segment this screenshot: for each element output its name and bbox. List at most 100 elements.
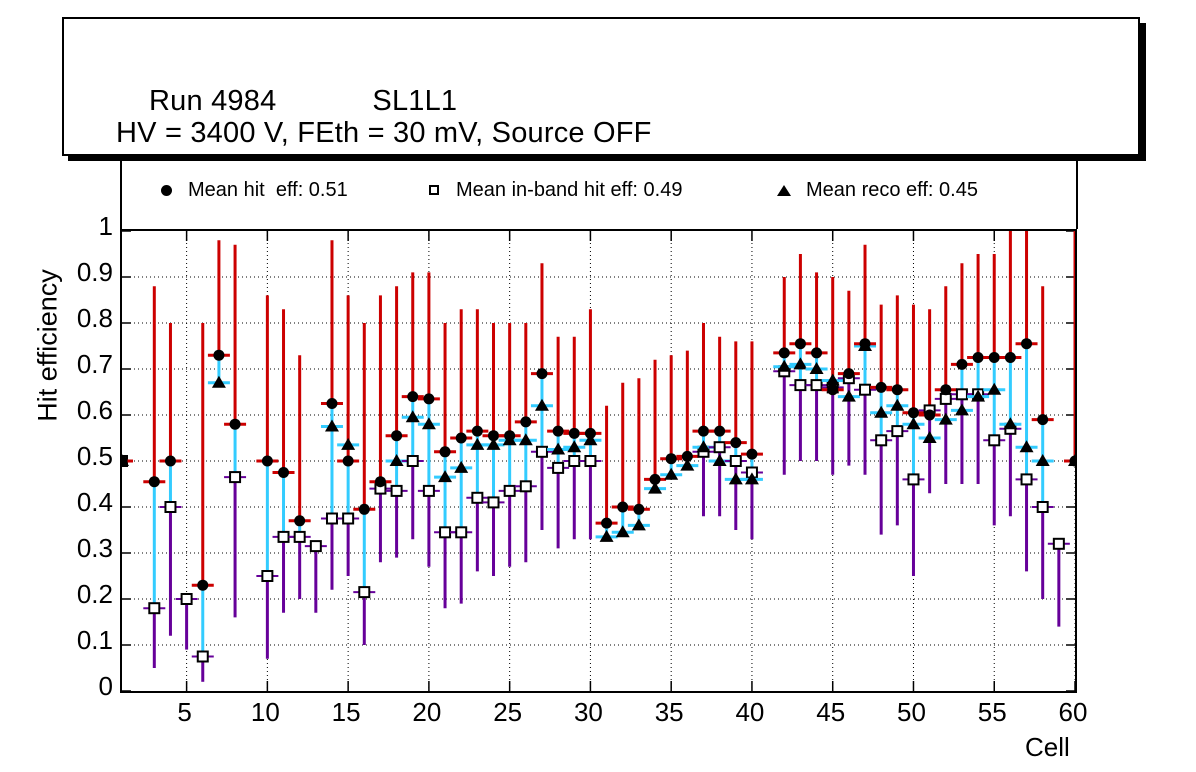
y-tick-label: 0.3 (76, 533, 113, 563)
marker-open-square (1052, 537, 1065, 550)
marker-filled-circle (568, 427, 580, 439)
plot-canvas (122, 231, 1075, 691)
marker-filled-circle (584, 427, 596, 439)
marker-filled-triangle (518, 433, 533, 446)
marker-filled-triangle (664, 467, 679, 480)
marker-open-square (810, 379, 823, 392)
filled-triangle-icon (762, 184, 806, 196)
plot-frame (120, 229, 1077, 693)
marker-open-square (713, 441, 726, 454)
marker-open-square (406, 455, 419, 467)
marker-open-square (358, 586, 371, 599)
marker-filled-triangle (599, 529, 614, 542)
marker-filled-triangle (906, 417, 921, 430)
x-axis-tick-labels: 5 10 15 20 25 30 35 40 45 50 55 60 (120, 697, 1087, 733)
marker-filled-circle (326, 398, 338, 409)
marker-filled-circle (294, 515, 306, 527)
marker-filled-circle (924, 409, 936, 421)
marker-open-square (439, 526, 452, 539)
marker-filled-triangle (405, 410, 420, 423)
marker-filled-triangle (987, 382, 1002, 395)
marker-open-square (180, 593, 193, 605)
marker-open-square (729, 455, 742, 467)
marker-filled-circle (122, 455, 128, 467)
x-tick-label: 20 (412, 697, 442, 727)
x-tick-label: 55 (977, 697, 1007, 727)
marker-filled-circle (633, 503, 645, 515)
marker-filled-triangle (583, 433, 598, 446)
marker-filled-circle (778, 347, 790, 359)
marker-filled-triangle (486, 437, 501, 450)
y-tick-label: 0.5 (76, 441, 113, 471)
marker-filled-circle (649, 473, 661, 485)
marker-open-square (196, 650, 209, 663)
x-tick-label: 15 (331, 697, 361, 727)
marker-filled-triangle (971, 389, 986, 402)
x-tick-label: 30 (573, 697, 603, 727)
marker-open-square (939, 392, 952, 405)
marker-open-square (277, 530, 290, 543)
marker-filled-triangle (874, 405, 889, 418)
legend-label-inband-hit-eff: Mean in-band hit eff: 0.49 (456, 178, 683, 201)
marker-filled-triangle (454, 460, 469, 473)
y-tick-label: 0.8 (76, 303, 113, 333)
title-box-shadow-bottom (68, 155, 1146, 161)
marker-open-square (503, 484, 516, 497)
marker-filled-circle (972, 352, 984, 363)
marker-filled-triangle (825, 373, 840, 386)
x-tick-label: 45 (816, 697, 846, 727)
marker-open-square (229, 471, 242, 484)
marker-open-square (325, 512, 338, 525)
legend-entry-reco-eff: Mean reco eff: 0.45 (762, 177, 978, 203)
marker-filled-triangle (954, 403, 969, 416)
marker-open-square (859, 383, 872, 396)
marker-filled-circle (730, 437, 742, 449)
y-tick-label: 0.1 (76, 625, 113, 655)
marker-filled-circle (907, 407, 919, 419)
marker-open-square (875, 434, 888, 447)
marker-open-square (164, 501, 177, 513)
marker-open-square (584, 455, 597, 467)
marker-open-square (1036, 501, 1049, 513)
marker-filled-circle (811, 347, 823, 359)
x-tick-label: 35 (654, 697, 684, 727)
marker-filled-triangle (890, 398, 905, 411)
marker-filled-circle (988, 352, 1000, 363)
marker-filled-circle (697, 425, 709, 437)
marker-filled-circle (439, 446, 451, 458)
marker-filled-circle (714, 425, 726, 437)
marker-open-square (907, 473, 920, 486)
chamber-label: SL1L1 (372, 85, 458, 117)
marker-filled-circle (455, 432, 467, 444)
marker-filled-triangle (680, 458, 695, 471)
marker-filled-circle (213, 349, 225, 361)
marker-open-square (535, 445, 548, 458)
marker-filled-circle (827, 384, 839, 396)
marker-filled-circle (794, 338, 806, 350)
marker-filled-circle (940, 384, 952, 396)
marker-filled-circle (1021, 338, 1033, 350)
marker-filled-triangle (744, 472, 759, 485)
legend-entry-hit-eff: Mean hit eff: 0.51 (144, 177, 348, 203)
marker-filled-triangle (211, 375, 226, 388)
marker-open-square (955, 388, 968, 401)
x-tick-label: 5 (177, 697, 192, 727)
marker-filled-triangle (341, 437, 356, 450)
marker-open-square (1020, 473, 1033, 486)
marker-filled-circle (956, 358, 968, 370)
marker-filled-circle (859, 338, 871, 350)
marker-open-square (988, 434, 1001, 447)
marker-filled-circle (617, 501, 629, 513)
marker-filled-circle (504, 430, 516, 442)
marker-filled-triangle (1035, 454, 1050, 466)
marker-filled-circle (875, 381, 887, 393)
marker-filled-circle (601, 517, 613, 529)
open-square-icon (412, 185, 456, 195)
marker-filled-triangle (938, 412, 953, 425)
title-line-run: Run 4984 SL1L1 (116, 52, 457, 151)
y-tick-label: 1 (98, 211, 113, 241)
marker-open-square (471, 491, 484, 504)
marker-filled-triangle (793, 357, 808, 370)
marker-open-square (342, 512, 355, 525)
y-tick-label: 0.7 (76, 349, 113, 379)
